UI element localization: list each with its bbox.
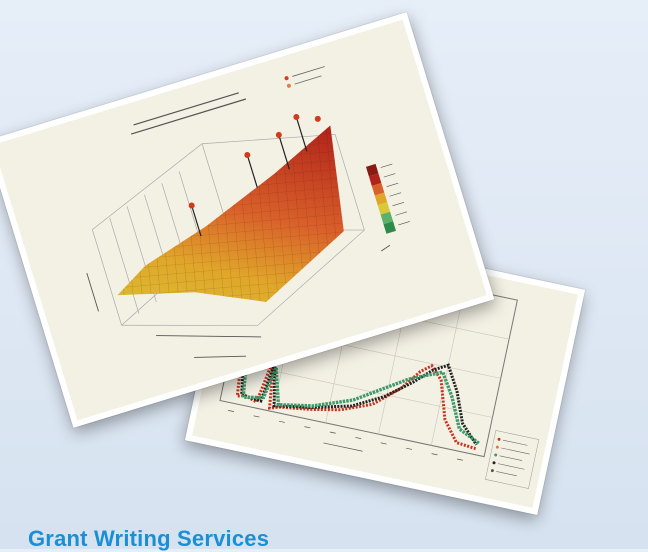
- surface-chart: [0, 19, 487, 421]
- surface-chart-title: [130, 92, 247, 135]
- line-chart-legend: [485, 430, 540, 489]
- surface-chart-legend: [284, 66, 325, 88]
- surface-color-scale: [365, 163, 410, 234]
- surface-chart-card: [0, 12, 495, 428]
- page-heading: Grant Writing Services: [28, 526, 270, 551]
